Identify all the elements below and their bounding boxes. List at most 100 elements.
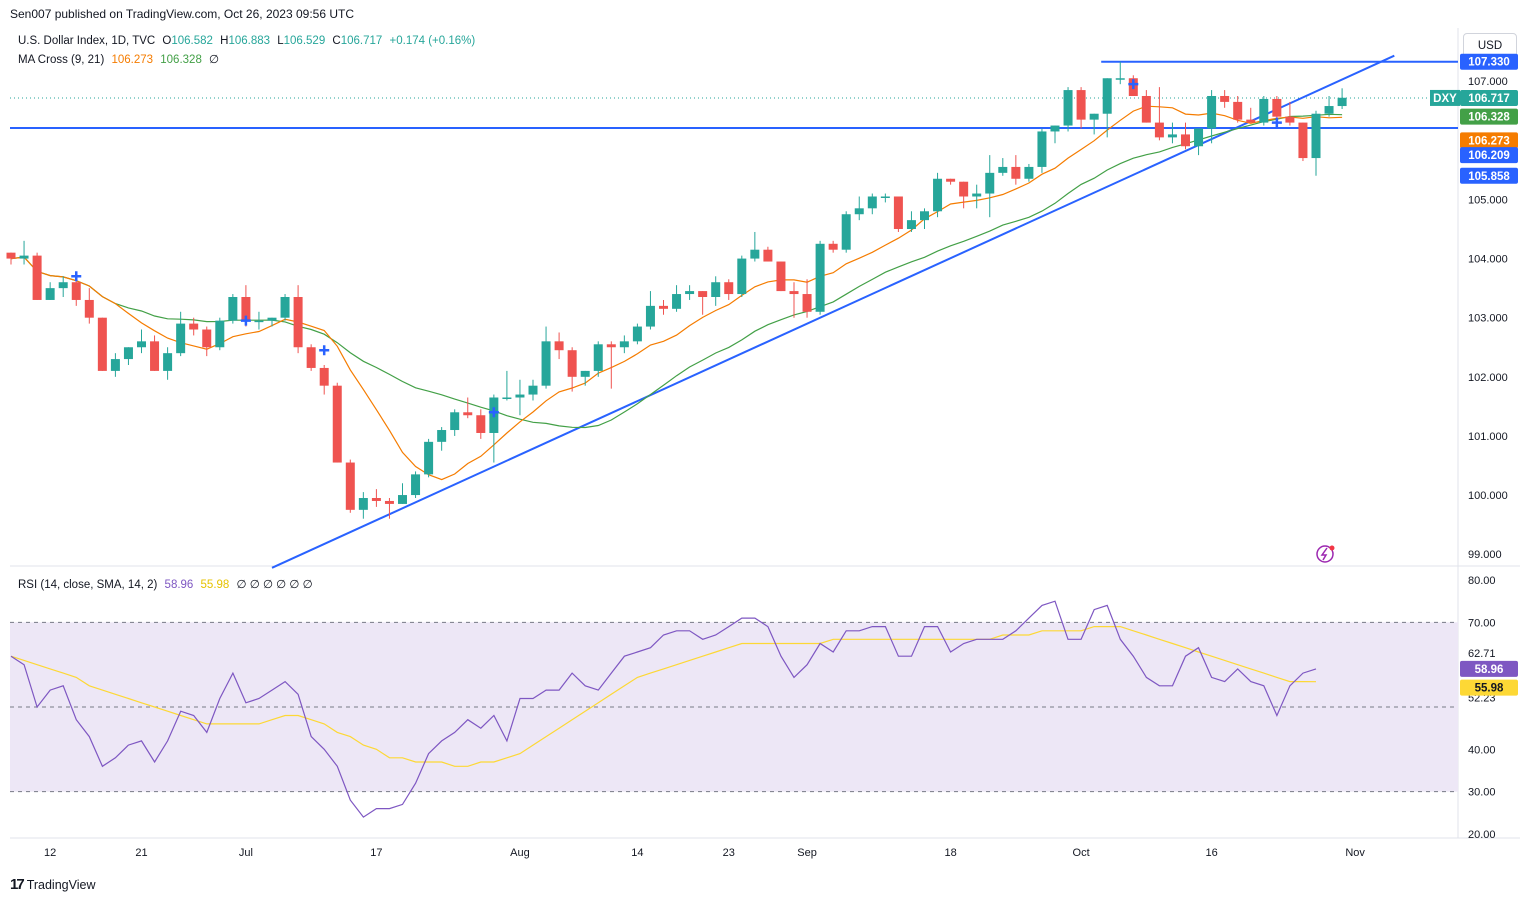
price-tick-label: 107.000 bbox=[1468, 76, 1508, 88]
candle-body bbox=[502, 397, 512, 400]
candle-body bbox=[802, 294, 812, 312]
candle-body bbox=[750, 249, 760, 259]
candle-body bbox=[1285, 116, 1295, 123]
price-badge-label: 106.209 bbox=[1468, 150, 1510, 162]
candle-body bbox=[1076, 90, 1086, 120]
candle-body bbox=[567, 350, 577, 377]
ma-label: MA Cross (9, 21) bbox=[18, 54, 105, 66]
rsi-badge-label: 58.96 bbox=[1475, 664, 1504, 676]
candle-body bbox=[645, 305, 655, 327]
candle-body bbox=[906, 220, 916, 230]
rsi-line bbox=[10, 600, 1317, 818]
price-badge bbox=[1460, 167, 1518, 184]
ohlc-low: L106.529 bbox=[277, 35, 326, 47]
candle-body bbox=[998, 166, 1008, 173]
candle-body bbox=[137, 341, 146, 348]
price-tick-label: 105.000 bbox=[1468, 194, 1508, 206]
candle-body bbox=[515, 394, 525, 398]
candle-body bbox=[1154, 122, 1164, 138]
price-badge bbox=[1460, 53, 1518, 70]
symbol-legend: U.S. Dollar Index, 1D, TVC O106.582 H106… bbox=[18, 35, 479, 47]
candle-body bbox=[580, 370, 590, 377]
candle-body bbox=[554, 341, 564, 351]
price-badge bbox=[1460, 89, 1518, 106]
candle-body bbox=[541, 341, 551, 386]
candle-body bbox=[1246, 119, 1256, 123]
rsi-badge bbox=[1460, 660, 1518, 677]
candle-body bbox=[123, 347, 133, 360]
time-tick-label: Nov bbox=[1345, 847, 1365, 859]
candle-body bbox=[763, 249, 773, 262]
candle-body bbox=[985, 172, 995, 194]
candle-body bbox=[19, 255, 29, 259]
ma-extra: ∅ bbox=[209, 54, 220, 66]
candle-body bbox=[528, 385, 538, 395]
rsi-sma-value: 55.98 bbox=[200, 579, 230, 591]
ma-cross-marker bbox=[319, 345, 330, 356]
candle-body bbox=[58, 282, 68, 289]
price-badge bbox=[1460, 108, 1518, 125]
rsi-extras: ∅ ∅ ∅ ∅ ∅ ∅ bbox=[236, 579, 313, 591]
candle-body bbox=[254, 320, 264, 323]
price-badge bbox=[1460, 132, 1518, 149]
candle-body bbox=[698, 291, 708, 297]
candle-body bbox=[358, 498, 368, 510]
candle-body bbox=[241, 297, 251, 321]
candle-body bbox=[215, 320, 225, 348]
candle-body bbox=[398, 495, 407, 504]
price-tick-label: 103.000 bbox=[1468, 313, 1508, 325]
candle-body bbox=[189, 323, 199, 330]
candle-body bbox=[280, 297, 290, 318]
rsi-sma-line bbox=[10, 626, 1317, 767]
publisher-caption: Sen007 published on TradingView.com, Oct… bbox=[10, 7, 354, 21]
rsi-tick-label: 30.00 bbox=[1468, 787, 1496, 799]
candle-body bbox=[1259, 98, 1269, 123]
candle-body bbox=[920, 211, 929, 221]
ascending-trendline bbox=[271, 54, 1395, 569]
candle-body bbox=[45, 288, 55, 300]
ohlc-high: H106.883 bbox=[220, 35, 271, 47]
candle-body bbox=[1194, 128, 1204, 147]
candle-body bbox=[84, 299, 94, 318]
rsi-tick-label: 20.00 bbox=[1468, 829, 1496, 841]
ma-cross-marker bbox=[1128, 79, 1139, 90]
time-tick-label: 21 bbox=[135, 847, 147, 859]
rsi-tick-label: 70.00 bbox=[1468, 617, 1496, 629]
candle-body bbox=[737, 258, 747, 295]
candle-body bbox=[150, 341, 160, 371]
candle-body bbox=[632, 326, 642, 342]
rsi-legend: RSI (14, close, SMA, 14, 2) 58.96 55.98 … bbox=[18, 577, 317, 591]
candle-body bbox=[815, 243, 825, 312]
candle-body bbox=[724, 282, 734, 295]
candle-body bbox=[828, 243, 838, 250]
price-tick-label: 99.000 bbox=[1468, 549, 1502, 561]
candle-body bbox=[319, 367, 329, 386]
rsi-tick-label: 80.00 bbox=[1468, 575, 1496, 587]
candle-body bbox=[841, 214, 851, 250]
time-tick-label: 23 bbox=[723, 847, 735, 859]
ma-cross-marker bbox=[71, 271, 82, 282]
candle-body bbox=[972, 193, 982, 197]
ma-slow-value: 106.328 bbox=[160, 54, 202, 66]
candle-body bbox=[228, 297, 238, 321]
candle-body bbox=[685, 291, 695, 295]
candle-body bbox=[959, 181, 969, 197]
candle-body bbox=[371, 498, 381, 501]
price-badge-label: 106.273 bbox=[1468, 135, 1510, 147]
tv-logo-icon: 17 bbox=[10, 876, 25, 893]
candle-body bbox=[97, 317, 107, 371]
candle-body bbox=[1102, 78, 1112, 114]
tradingview-logo[interactable]: 17 TradingView bbox=[10, 876, 95, 893]
candle-body bbox=[1324, 106, 1334, 114]
time-tick-label: 16 bbox=[1205, 847, 1217, 859]
price-badge-label: 106.717 bbox=[1468, 93, 1510, 105]
candle-body bbox=[1220, 95, 1230, 102]
candle-body bbox=[424, 441, 434, 475]
candle-body bbox=[345, 462, 355, 510]
candle-body bbox=[163, 353, 173, 371]
candle-body bbox=[450, 412, 460, 431]
price-badge-label: 107.330 bbox=[1468, 57, 1510, 69]
candle-body bbox=[659, 305, 668, 309]
ohlc-open: O106.582 bbox=[162, 35, 213, 47]
